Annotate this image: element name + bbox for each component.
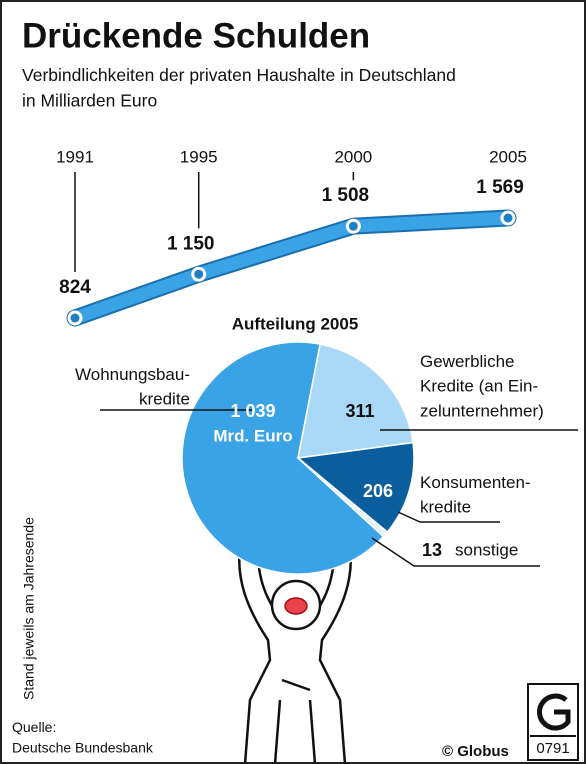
figure-mouth bbox=[285, 598, 307, 614]
unit-label: Mrd. Euro bbox=[213, 426, 292, 445]
category-label: sonstige bbox=[455, 540, 518, 559]
value-label: 1 039 bbox=[230, 401, 275, 421]
title: Drückende Schulden bbox=[22, 16, 370, 55]
value-label: 824 bbox=[59, 277, 91, 298]
value-label: 311 bbox=[345, 401, 374, 421]
x-tick-label: 1991 bbox=[56, 147, 94, 166]
point bbox=[193, 268, 205, 280]
value-label: 1 569 bbox=[476, 177, 524, 198]
logo: 0791 bbox=[528, 684, 578, 760]
point bbox=[502, 212, 514, 224]
x-tick-label: 2000 bbox=[334, 147, 372, 166]
value-label: 206 bbox=[363, 481, 393, 501]
point bbox=[347, 220, 359, 232]
note: Stand jeweils am Jahresende bbox=[21, 517, 37, 700]
infographic: Drückende Schulden Verbindlichkeiten der… bbox=[0, 0, 586, 764]
x-tick-label: 1995 bbox=[180, 147, 218, 166]
value-label: 13 bbox=[422, 540, 442, 560]
value-label: 1 150 bbox=[167, 233, 215, 254]
credit: © Globus bbox=[442, 743, 509, 760]
value-label: 1 508 bbox=[322, 185, 370, 206]
point bbox=[69, 312, 81, 324]
pie-title: Aufteilung 2005 bbox=[232, 314, 359, 333]
code: 0791 bbox=[536, 740, 569, 757]
x-tick-label: 2005 bbox=[489, 147, 527, 166]
